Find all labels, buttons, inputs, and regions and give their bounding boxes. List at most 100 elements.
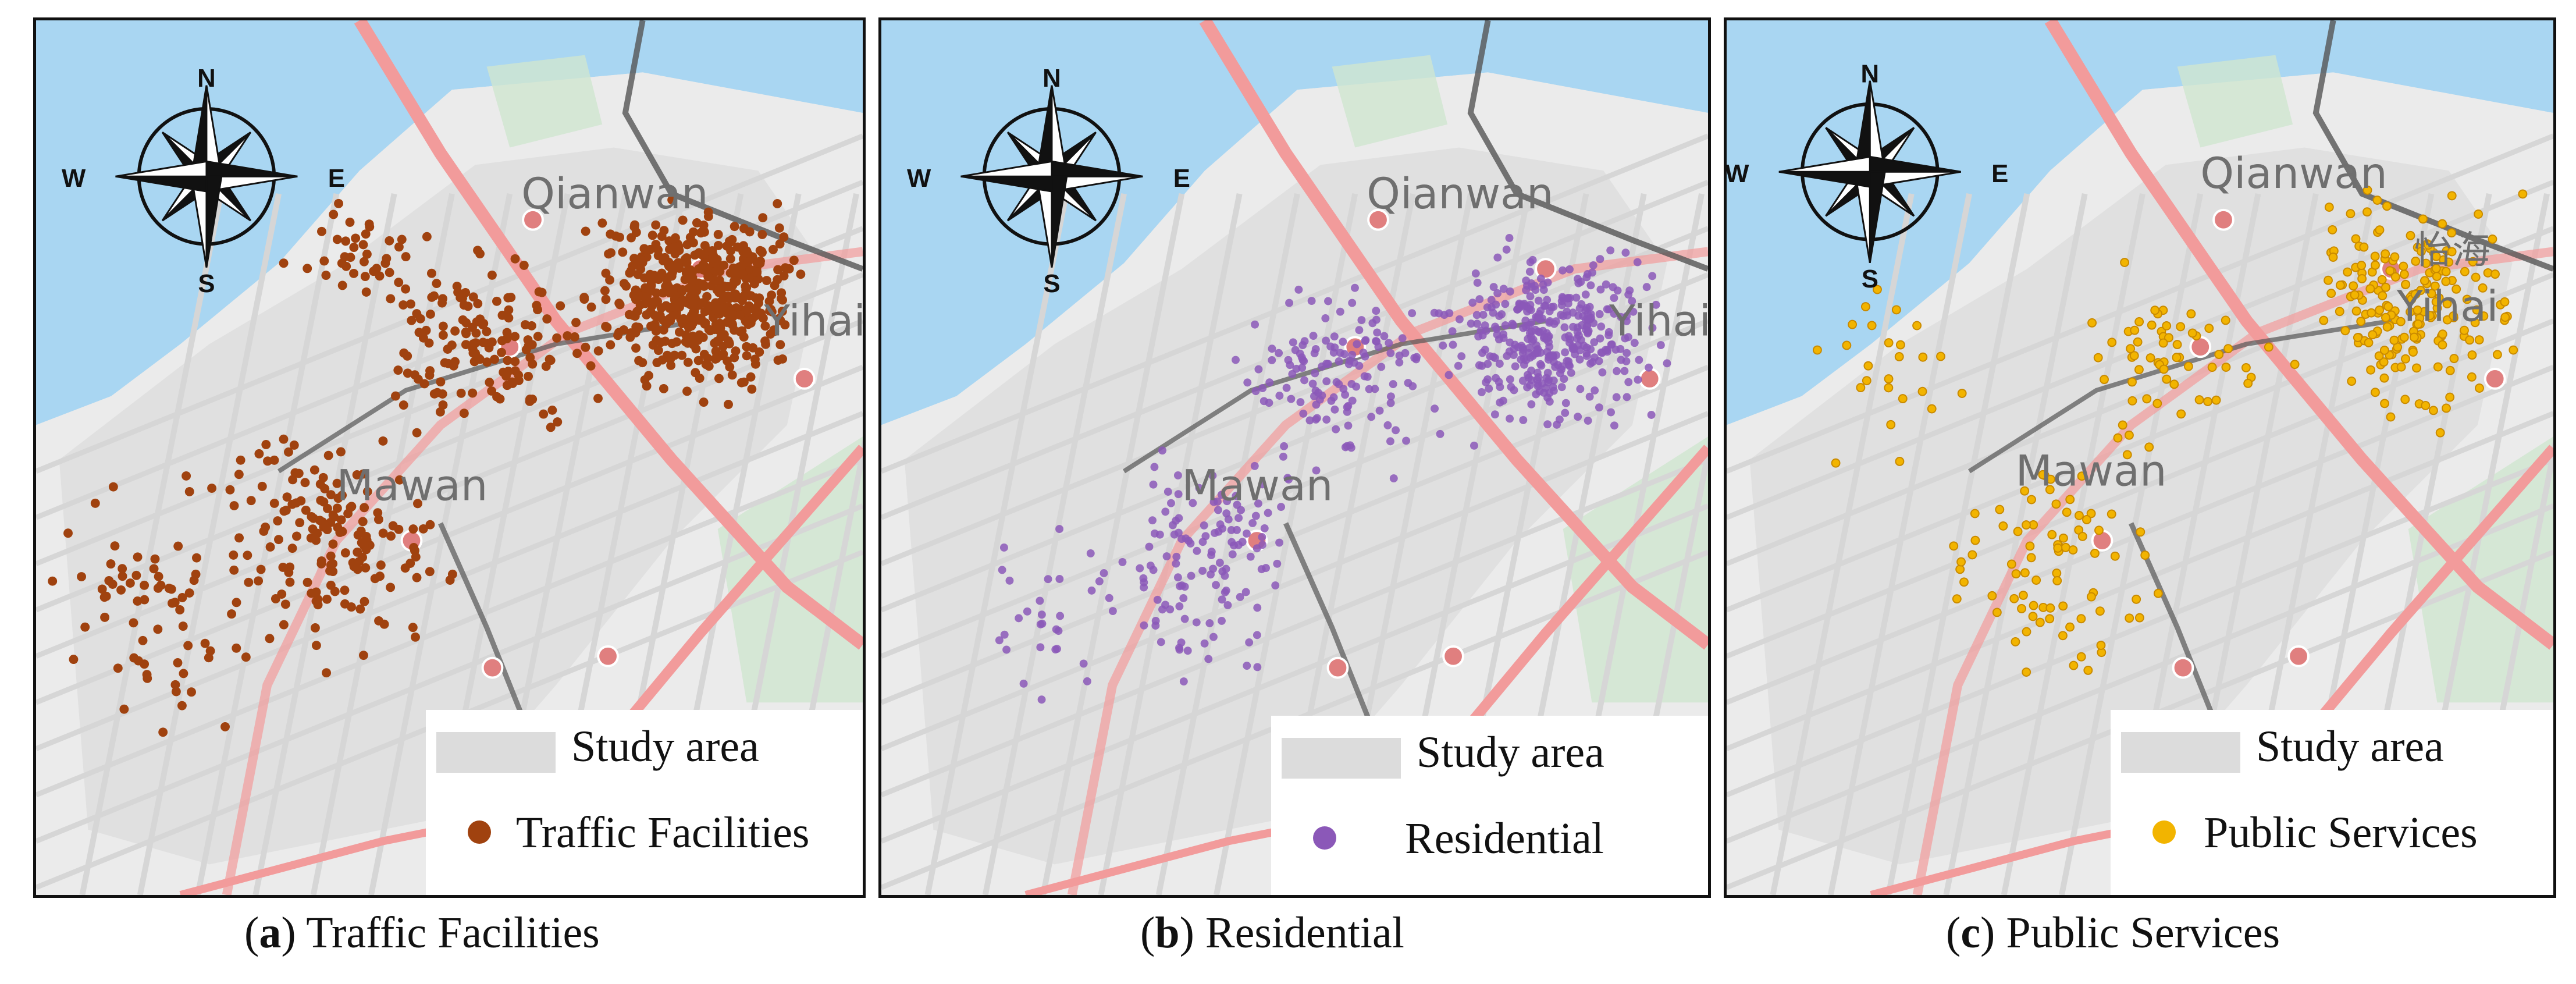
metro-station [1638, 368, 1661, 390]
poi-point [340, 252, 350, 262]
poi-point [2401, 354, 2410, 364]
water-north [2350, 20, 2553, 67]
poi-point [1195, 484, 1204, 492]
poi-point [1884, 374, 1894, 384]
poi-point [1591, 353, 1599, 362]
poi-point [471, 338, 481, 348]
compass-e: E [1991, 159, 2008, 188]
poi-point [503, 356, 513, 365]
poi-point [411, 632, 420, 642]
poi-point [1227, 538, 1236, 546]
poi-point [1572, 334, 1581, 343]
poi-point [2029, 601, 2038, 610]
poi-point [2045, 474, 2055, 484]
poi-point [637, 255, 647, 265]
poi-point [204, 653, 214, 663]
poi-point [138, 635, 148, 645]
poi-point [2424, 240, 2433, 250]
poi-point [631, 285, 641, 295]
poi-point [1633, 258, 1642, 267]
poi-point [351, 233, 361, 243]
poi-point [1234, 514, 1243, 523]
poi-point [2022, 520, 2031, 530]
poi-point [1624, 290, 1633, 299]
poi-point [220, 722, 230, 731]
poi-point [1392, 426, 1400, 435]
poi-point [699, 221, 709, 230]
poi-point [748, 314, 757, 324]
caption-text-c: Public Services [1995, 908, 2280, 957]
poi-point [2382, 201, 2392, 211]
poi-point [1158, 605, 1166, 614]
poi-point [738, 269, 748, 279]
poi-point [485, 378, 494, 388]
caption-letter-a: a [259, 908, 282, 957]
poi-point [421, 325, 431, 335]
highway-main [1199, 20, 1708, 650]
poi-point [131, 570, 141, 580]
poi-point [1310, 392, 1318, 400]
poi-point [1623, 312, 1631, 321]
poi-point [1505, 234, 1514, 242]
poi-point [1952, 594, 1962, 604]
poi-point [2383, 301, 2393, 311]
poi-point [1312, 466, 1321, 475]
poi-point [1260, 524, 1269, 532]
poi-point [2187, 328, 2197, 338]
poi-point [379, 619, 389, 629]
poi-point [1336, 307, 1344, 316]
poi-point [678, 285, 688, 294]
poi-point [2093, 353, 2103, 363]
poi-point [154, 571, 163, 581]
poi-point [2435, 428, 2445, 438]
poi-point [1557, 383, 1566, 392]
poi-point [2364, 338, 2374, 347]
poi-point [1287, 395, 1296, 403]
poi-point [2025, 541, 2035, 551]
poi-point [1250, 461, 1259, 470]
place-label-qianwan: Qianwan [1367, 169, 1554, 219]
poi-point [638, 358, 647, 368]
poi-point [1519, 302, 1528, 311]
poi-point [2377, 275, 2387, 285]
poi-point [2058, 533, 2068, 543]
poi-point [164, 584, 174, 594]
poi-point [1167, 499, 1175, 507]
poi-point [2374, 351, 2384, 361]
poi-point [311, 596, 321, 606]
poi-point [1189, 499, 1197, 507]
poi-point [335, 527, 345, 537]
poi-point [438, 331, 448, 340]
poi-point [1079, 659, 1088, 668]
poi-point [597, 218, 607, 228]
poi-point [2492, 350, 2502, 360]
poi-point [1271, 581, 1280, 589]
poi-point [256, 564, 266, 574]
poi-point [1183, 646, 1192, 655]
poi-point [2335, 307, 2344, 317]
minor-road [252, 193, 397, 895]
poi-point [1448, 327, 1457, 336]
poi-point [1322, 415, 1331, 424]
poi-point [2433, 362, 2443, 372]
park-north [2177, 55, 2293, 148]
poi-point [1108, 607, 1117, 616]
poi-point [1967, 550, 1977, 560]
poi-point [2018, 591, 2028, 600]
poi-point [631, 343, 641, 353]
place-label-yihai: Yihai [1609, 296, 1708, 346]
poi-point [2017, 604, 2026, 613]
poi-point [285, 577, 295, 587]
poi-point [2378, 291, 2388, 301]
poi-point [659, 383, 668, 393]
poi-point [2134, 365, 2144, 375]
poi-point [1209, 633, 1218, 641]
poi-point [1895, 457, 1905, 466]
poi-point [475, 354, 485, 364]
poi-point [378, 528, 388, 538]
poi-point [2445, 392, 2455, 402]
poi-point [1056, 612, 1065, 620]
poi-point [1502, 246, 1511, 254]
poi-point [2013, 527, 2023, 537]
poi-point [1232, 356, 1240, 364]
